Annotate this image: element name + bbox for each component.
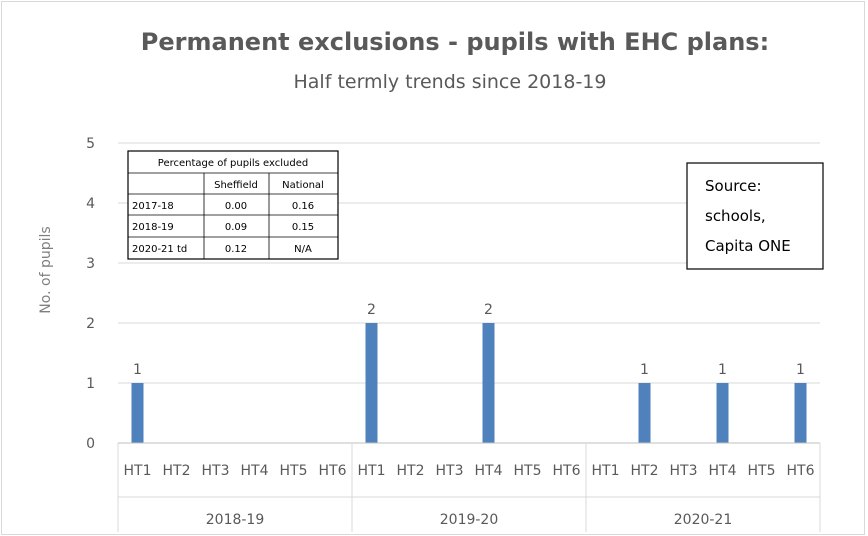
x-tick-label: HT4 [475,463,503,479]
bar [482,323,495,443]
x-tick-label: HT6 [319,463,347,479]
y-tick-label: 5 [86,136,95,152]
bar [716,383,729,443]
group-label: 2020-21 [674,512,733,528]
x-tick-label: HT5 [748,463,776,479]
data-label: 1 [640,362,649,378]
x-tick-label: HT1 [358,463,386,479]
inset-row-year: 2018-19 [132,222,174,233]
inset-row-national: 0.16 [292,201,314,212]
inset-header-national: National [282,180,324,191]
x-tick-label: HT4 [709,463,737,479]
x-tick-label: HT2 [397,463,425,479]
y-tick-label: 1 [86,376,95,392]
x-tick-label: HT4 [241,463,269,479]
x-tick-label: HT3 [202,463,230,479]
x-tick-label: HT6 [787,463,815,479]
y-tick-label: 4 [86,196,95,212]
chart-title: Permanent exclusions - pupils with EHC p… [141,28,769,56]
x-tick-label: HT6 [553,463,581,479]
bar [131,383,144,443]
source-line: Source: [705,177,762,195]
bar [365,323,378,443]
data-label: 1 [133,362,142,378]
group-label: 2018-19 [206,512,265,528]
x-tick-label: HT5 [280,463,308,479]
y-axis-ticks: 0 1 2 3 4 5 [86,136,95,452]
y-tick-label: 0 [86,436,95,452]
data-label: 1 [796,362,805,378]
data-label: 2 [484,302,493,318]
y-tick-label: 2 [86,316,95,332]
inset-row-year: 2020-21 td [132,244,187,255]
source-box: Source: schools, Capita ONE [686,162,824,270]
inset-row-sheffield: 0.12 [225,244,247,255]
bars: 1 2 2 1 1 1 [131,302,807,443]
source-line: Capita ONE [705,237,791,255]
x-axis: HT1 HT2 HT3 HT4 HT5 HT6 HT1 HT2 HT3 HT4 HT5 HT6 HT1 H… [117,442,821,532]
inset-row-national: 0.15 [292,222,314,233]
data-label: 2 [367,302,376,318]
x-tick-label: HT5 [514,463,542,479]
source-line: schools, [705,207,766,225]
inset-row-sheffield: 0.00 [225,201,247,212]
y-axis-label: No. of pupils [38,226,54,313]
source-box-border [686,162,824,270]
inset-row-year: 2017-18 [132,201,174,212]
inset-table-title: Percentage of pupils excluded [158,158,308,169]
x-tick-label: HT1 [124,463,152,479]
bar [638,383,651,443]
x-tick-label: HT1 [592,463,620,479]
inset-table: Percentage of pupils excluded Sheffield … [127,150,339,260]
y-tick-label: 3 [86,256,95,272]
x-tick-label: HT3 [436,463,464,479]
x-tick-label: HT2 [163,463,191,479]
inset-table-border [127,150,339,260]
inset-header-sheffield: Sheffield [214,180,258,191]
x-tick-label: HT3 [670,463,698,479]
inset-row-sheffield: 0.09 [225,222,247,233]
group-label: 2019-20 [440,512,499,528]
chart-subtitle: Half termly trends since 2018-19 [294,71,607,93]
inset-row-national: N/A [294,244,312,255]
data-label: 1 [718,362,727,378]
bar [794,383,807,443]
x-tick-label: HT2 [631,463,659,479]
